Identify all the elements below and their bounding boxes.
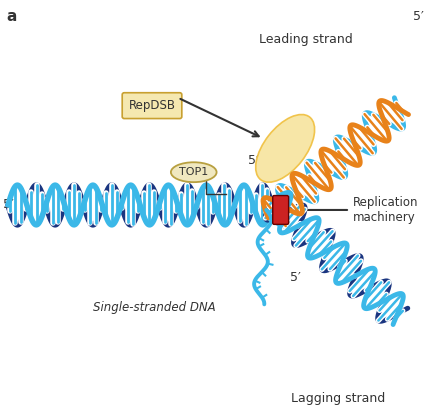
Text: Single-stranded DNA: Single-stranded DNA (92, 301, 215, 314)
Text: 5′: 5′ (247, 154, 258, 167)
Text: Replication
machinery: Replication machinery (292, 196, 417, 224)
FancyBboxPatch shape (122, 93, 181, 119)
Text: a: a (6, 9, 16, 24)
Text: 5′: 5′ (412, 10, 423, 23)
Text: 5′: 5′ (3, 198, 14, 211)
Ellipse shape (171, 162, 216, 182)
Ellipse shape (255, 115, 314, 182)
Text: Leading strand: Leading strand (259, 33, 352, 45)
Text: TOP1: TOP1 (179, 167, 208, 177)
Text: RepDSB: RepDSB (128, 99, 175, 112)
Text: Lagging strand: Lagging strand (290, 392, 384, 405)
Text: 5′: 5′ (289, 271, 300, 284)
FancyBboxPatch shape (272, 196, 288, 225)
